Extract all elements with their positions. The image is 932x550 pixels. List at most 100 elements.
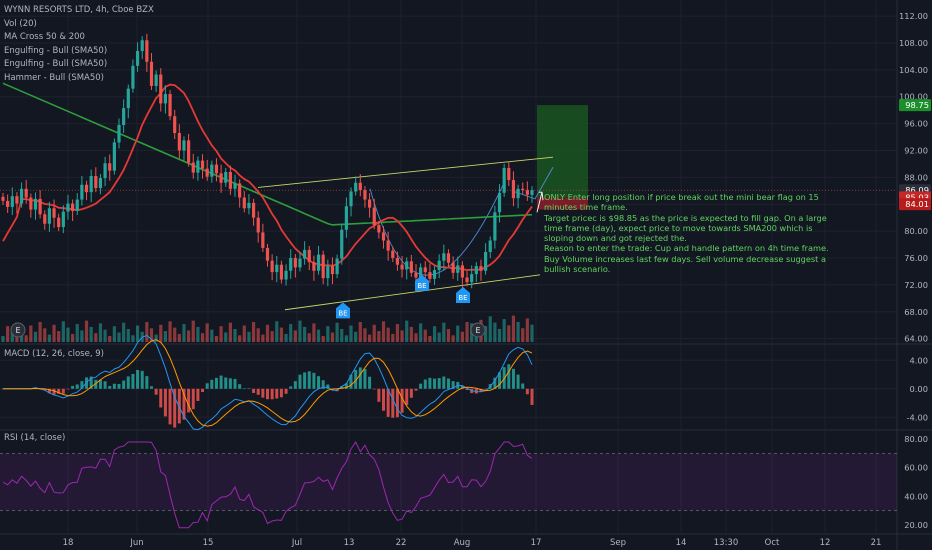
candle-body[interactable]	[191, 162, 195, 173]
candle-body[interactable]	[256, 217, 260, 233]
candle-body[interactable]	[419, 267, 423, 278]
candle-body[interactable]	[432, 270, 437, 279]
candle-body[interactable]	[233, 183, 237, 189]
candle-body[interactable]	[516, 188, 520, 199]
candle-body[interactable]	[460, 265, 464, 278]
candle-body[interactable]	[61, 211, 65, 228]
candle-body[interactable]	[1, 196, 5, 201]
candle-body[interactable]	[94, 176, 98, 189]
candle-body[interactable]	[265, 247, 270, 261]
candle-body[interactable]	[344, 206, 348, 230]
candle-body[interactable]	[511, 180, 516, 199]
candle-body[interactable]	[391, 250, 395, 258]
candle-body[interactable]	[163, 94, 168, 104]
be-marker[interactable]	[456, 286, 470, 303]
candle-body[interactable]	[33, 198, 38, 210]
candle-body[interactable]	[409, 261, 413, 273]
candle-body[interactable]	[52, 208, 56, 218]
candle-body[interactable]	[98, 178, 103, 189]
candle-body[interactable]	[367, 199, 372, 208]
candle-body[interactable]	[29, 197, 33, 210]
candle-body[interactable]	[89, 176, 93, 193]
be-marker[interactable]	[415, 274, 429, 291]
candle-body[interactable]	[24, 188, 28, 198]
candle-body[interactable]	[112, 142, 116, 171]
candle-body[interactable]	[335, 258, 339, 275]
candle-body[interactable]	[43, 214, 47, 224]
candle-body[interactable]	[340, 229, 344, 259]
candle-body[interactable]	[493, 212, 497, 241]
candle-body[interactable]	[330, 266, 335, 275]
candle-body[interactable]	[349, 191, 353, 207]
candle-body[interactable]	[354, 182, 358, 192]
candle-body[interactable]	[316, 254, 321, 271]
candle-body[interactable]	[75, 199, 79, 211]
candle-body[interactable]	[251, 202, 256, 218]
indicator-hammer[interactable]: Hammer - Bull (SMA50)	[4, 72, 104, 83]
be-marker[interactable]	[336, 302, 350, 319]
earnings-marker[interactable]	[10, 322, 26, 338]
candle-body[interactable]	[395, 258, 400, 265]
candle-body[interactable]	[261, 232, 265, 248]
candle-body[interactable]	[530, 190, 534, 195]
candle-body[interactable]	[470, 274, 474, 283]
candle-body[interactable]	[502, 167, 506, 193]
candle-body[interactable]	[465, 277, 469, 283]
candle-body[interactable]	[10, 196, 14, 207]
candle-body[interactable]	[200, 160, 205, 169]
candle-body[interactable]	[224, 171, 228, 183]
indicator-engulfing-1[interactable]: Engulfing - Bull (SMA50)	[4, 45, 108, 56]
candle-body[interactable]	[428, 272, 432, 279]
candle-body[interactable]	[47, 208, 52, 224]
candle-body[interactable]	[187, 140, 191, 163]
candle-body[interactable]	[205, 168, 209, 177]
indicator-volume[interactable]: Vol (20)	[4, 18, 37, 29]
candle-body[interactable]	[363, 190, 367, 200]
candle-body[interactable]	[140, 40, 144, 52]
candle-body[interactable]	[177, 133, 181, 151]
candle-body[interactable]	[451, 262, 455, 273]
candle-body[interactable]	[214, 164, 219, 174]
candle-body[interactable]	[6, 200, 10, 207]
candle-body[interactable]	[219, 173, 223, 183]
candle-body[interactable]	[270, 260, 274, 273]
candle-body[interactable]	[497, 192, 502, 213]
candle-body[interactable]	[275, 264, 279, 273]
candle-body[interactable]	[154, 74, 158, 86]
earnings-marker[interactable]	[470, 322, 486, 338]
event-markers[interactable]: BE BE BE E E	[10, 274, 486, 338]
candle-body[interactable]	[149, 61, 154, 86]
candle-body[interactable]	[242, 197, 246, 209]
candle-body[interactable]	[71, 203, 75, 211]
candle-body[interactable]	[38, 198, 42, 215]
candle-body[interactable]	[358, 182, 362, 191]
symbol-title[interactable]: WYNN RESORTS LTD, 4h, Cboe BZX	[4, 5, 154, 15]
candle-body[interactable]	[57, 217, 61, 228]
candle-body[interactable]	[196, 160, 200, 173]
candle-body[interactable]	[80, 184, 84, 200]
candle-body[interactable]	[145, 40, 149, 62]
candle-body[interactable]	[293, 258, 297, 268]
candle-body[interactable]	[117, 124, 121, 143]
candle-body[interactable]	[437, 260, 441, 271]
candle-body[interactable]	[423, 267, 427, 273]
candle-body[interactable]	[326, 266, 330, 279]
candle-body[interactable]	[474, 266, 478, 275]
candle-body[interactable]	[400, 264, 404, 270]
candle-body[interactable]	[135, 51, 140, 66]
candle-body[interactable]	[228, 171, 232, 189]
candle-body[interactable]	[381, 232, 386, 241]
indicator-ma-cross[interactable]: MA Cross 50 & 200	[4, 32, 85, 42]
candle-body[interactable]	[488, 240, 492, 252]
candle-body[interactable]	[521, 188, 525, 191]
candle-body[interactable]	[312, 262, 316, 271]
candle-body[interactable]	[108, 163, 112, 171]
candle-body[interactable]	[456, 265, 460, 273]
candle-body[interactable]	[372, 207, 376, 226]
candle-body[interactable]	[126, 88, 130, 109]
macd-title[interactable]: MACD (12, 26, close, 9)	[4, 349, 104, 359]
candle-body[interactable]	[15, 196, 19, 204]
candle-body[interactable]	[377, 225, 381, 233]
candle-body[interactable]	[66, 203, 70, 212]
